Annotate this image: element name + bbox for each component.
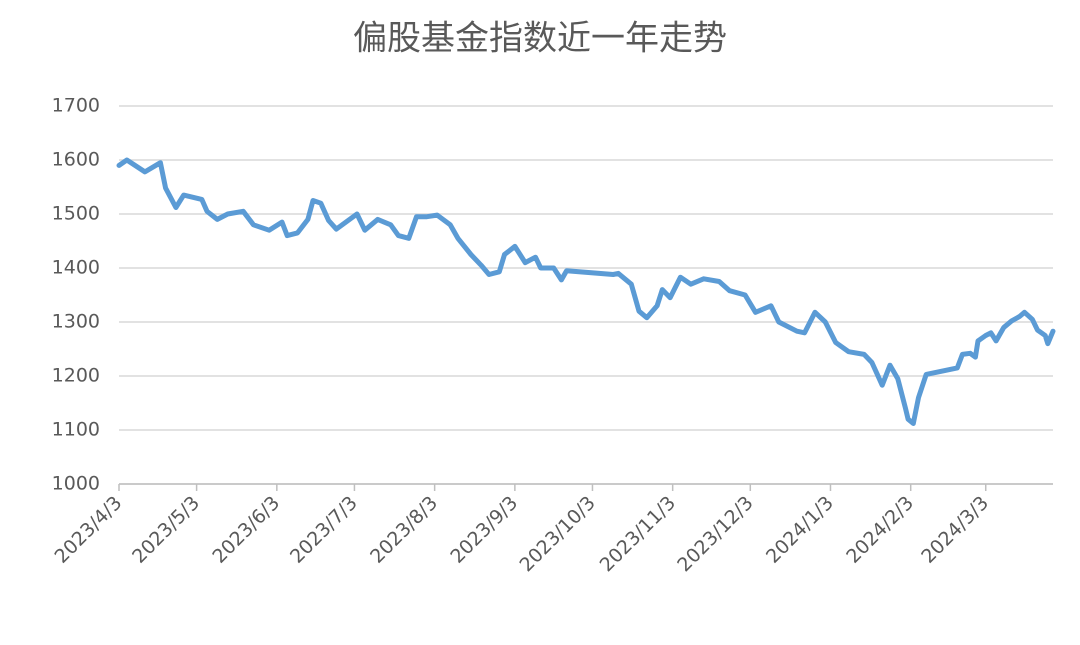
y-tick-label: 1500 bbox=[52, 203, 100, 225]
data-line bbox=[116, 157, 1056, 426]
y-tick-label: 1700 bbox=[52, 95, 100, 117]
y-tick-label: 1000 bbox=[52, 473, 100, 495]
x-tick-label: 2023/12/3 bbox=[673, 492, 757, 576]
y-tick-label: 1600 bbox=[52, 149, 100, 171]
x-tick-label: 2023/4/3 bbox=[51, 492, 127, 568]
chart-title: 偏股基金指数近一年走势 bbox=[353, 19, 727, 59]
x-tick-label: 2023/9/3 bbox=[446, 492, 522, 568]
x-tick-label: 2023/5/3 bbox=[128, 492, 204, 568]
x-tick-label: 2024/1/3 bbox=[762, 492, 838, 568]
y-tick-label: 1200 bbox=[52, 365, 100, 387]
x-tick-label: 2023/6/3 bbox=[208, 492, 284, 568]
x-tick-label: 2024/2/3 bbox=[842, 492, 918, 568]
y-tick-label: 1100 bbox=[52, 419, 100, 441]
x-tick-label: 2023/8/3 bbox=[366, 492, 442, 568]
x-tick-label: 2024/3/3 bbox=[917, 492, 993, 568]
y-tick-label: 1300 bbox=[52, 311, 100, 333]
x-tick-label: 2023/7/3 bbox=[286, 492, 362, 568]
x-tick-label: 2023/10/3 bbox=[515, 492, 599, 576]
y-tick-label: 1400 bbox=[52, 257, 100, 279]
x-tick-label: 2023/11/3 bbox=[596, 492, 680, 576]
